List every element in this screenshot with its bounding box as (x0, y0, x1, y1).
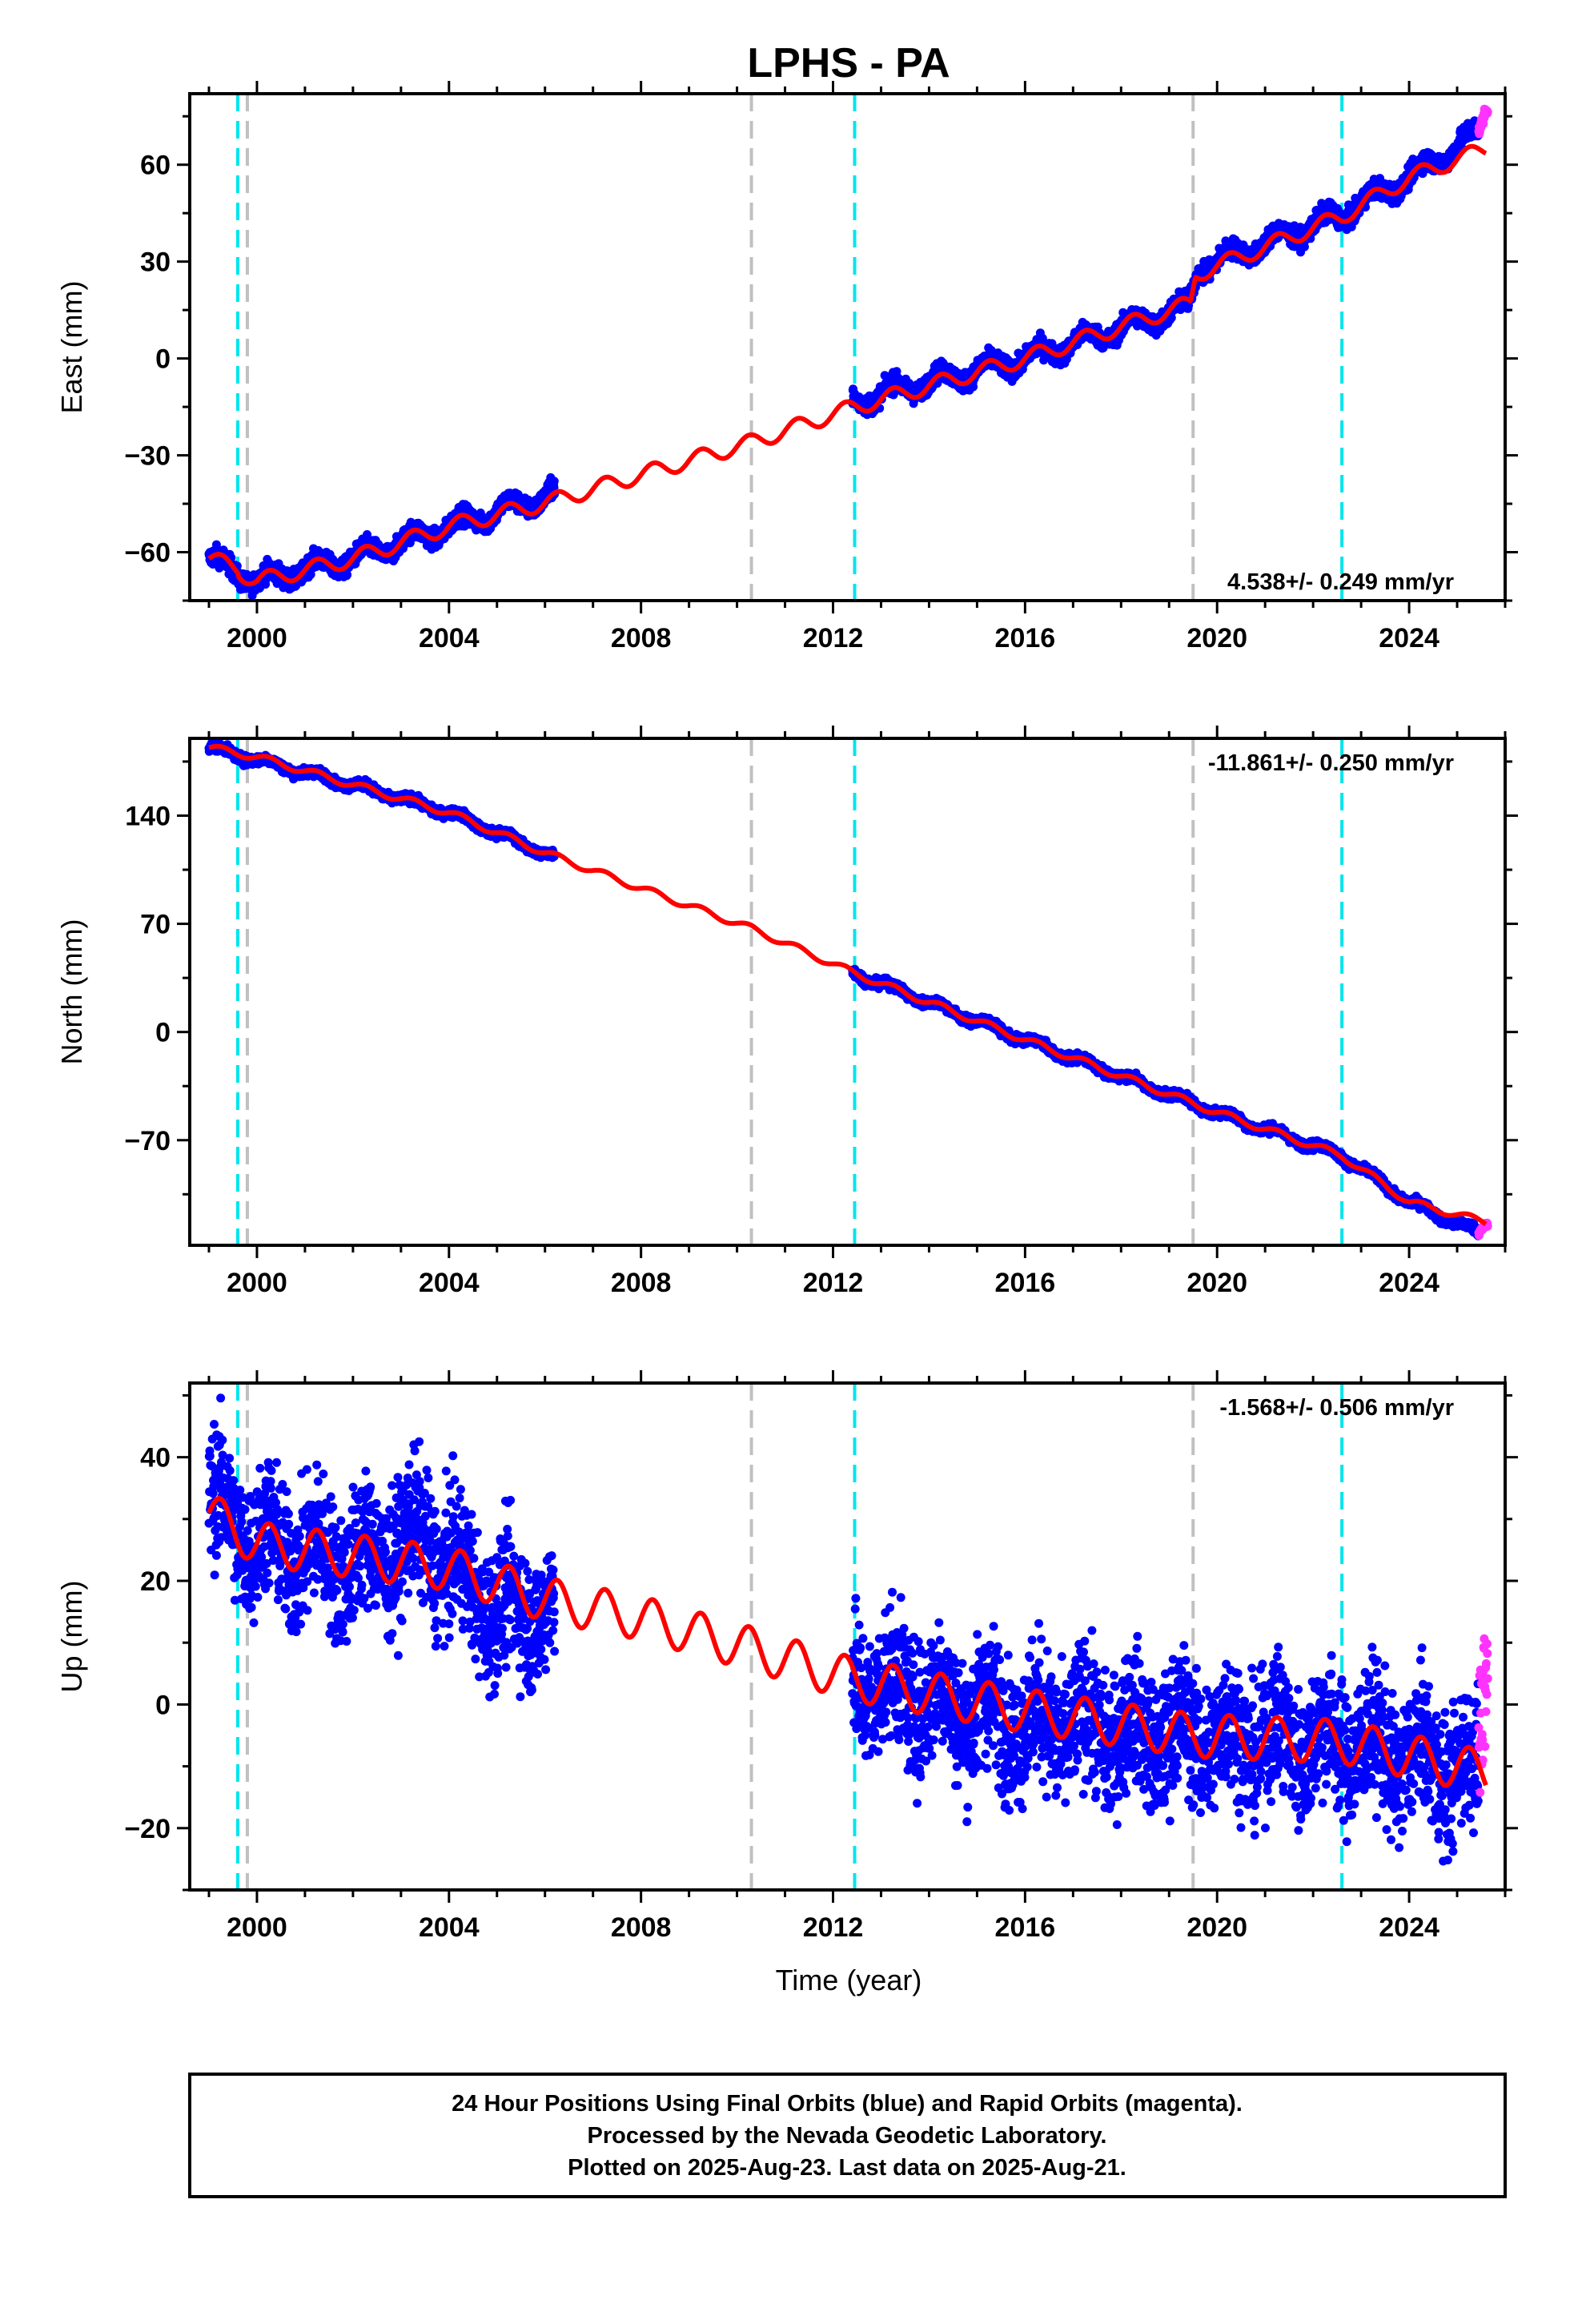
east-final-point (306, 569, 315, 579)
north-panel: 2000 2004 2008 2012 2016 2020 2024−70070140Nor… (55, 726, 1518, 1298)
east-y-tick-label: −60 (124, 538, 171, 569)
east-model-curve (207, 143, 1488, 587)
east-final-point (549, 476, 559, 486)
east-panel: 2000 2004 2008 2012 2016 2020 2024 −60 −30 0 30 60 E… (55, 81, 1518, 653)
east-x-tick-label: 2024 (1379, 623, 1439, 653)
east-rapid-point (1483, 107, 1492, 117)
east-y-axis-label: East (mm) (55, 281, 88, 414)
figure-title: LPHS - PA (747, 40, 950, 86)
east-plot-area (204, 94, 1492, 601)
east-x-tick-label: 2004 (419, 623, 480, 653)
east-x-tick-label: 2016 (995, 623, 1056, 653)
east-x-tick-label: 2008 (611, 623, 672, 653)
east-x-tick-label: 2012 (803, 623, 864, 653)
east-y-tick-label: 0 (155, 344, 171, 375)
east-final-point (1418, 169, 1427, 179)
east-final-point (343, 570, 352, 580)
north-plot-area (204, 738, 1492, 1245)
east-y-tick-label: 30 (140, 247, 171, 278)
east-final-point (969, 382, 978, 392)
east-y-tick-label: 60 (140, 151, 171, 181)
east-rate-label: 4.538+/- 0.249 mm/yr (1227, 569, 1454, 595)
east-x-tick-label: 2000 (227, 623, 287, 653)
east-x-tick-label: 2020 (1186, 623, 1247, 653)
east-y-tick-label: −30 (124, 441, 171, 472)
east-rapid-points (1474, 104, 1492, 139)
east-frame (188, 92, 1507, 602)
